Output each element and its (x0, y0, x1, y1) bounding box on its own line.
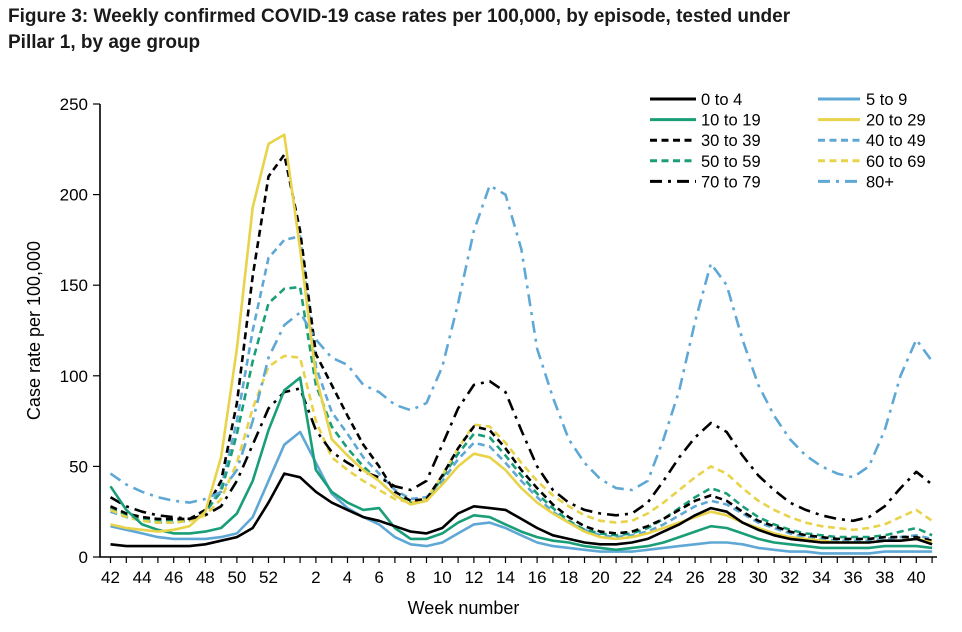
y-axis-title: Case rate per 100,000 (24, 241, 44, 420)
x-tick-label: 32 (780, 568, 799, 587)
y-tick-label: 0 (79, 548, 88, 567)
x-tick-label: 14 (496, 568, 515, 587)
legend-label: 80+ (866, 173, 894, 191)
x-tick-label: 44 (133, 568, 152, 587)
x-tick-label: 38 (875, 568, 894, 587)
y-tick-label: 50 (69, 457, 88, 476)
x-tick-label: 46 (164, 568, 183, 587)
x-tick-label: 40 (907, 568, 926, 587)
legend-item-5-to-9: 5 to 9 (818, 91, 907, 109)
legend-label: 5 to 9 (866, 91, 907, 109)
x-tick-label: 4 (343, 568, 352, 587)
series-lines (109, 133, 934, 555)
y-tick-label: 150 (60, 276, 88, 295)
legend-item-0-to-4: 0 to 4 (650, 91, 742, 109)
legend-label: 60 to 69 (866, 153, 926, 171)
x-tick-label: 42 (101, 568, 120, 587)
x-tick-label: 50 (227, 568, 246, 587)
legend-label: 30 to 39 (701, 132, 761, 150)
x-tick-label: 2 (311, 568, 320, 587)
legend-label: 50 to 59 (701, 153, 761, 171)
x-tick-label: 34 (812, 568, 831, 587)
x-tick-label: 20 (591, 568, 610, 587)
legend-label: 0 to 4 (701, 91, 742, 109)
series-line-20-to-29 (110, 133, 933, 544)
series-line-70-to-79 (109, 379, 933, 523)
legend-item-30-to-39: 30 to 39 (650, 132, 761, 150)
x-tick-label: 12 (464, 568, 483, 587)
legend-label: 10 to 19 (701, 112, 761, 130)
x-tick-label: 16 (528, 568, 547, 587)
series-line-10-to-19 (109, 376, 933, 552)
legend-item-80+: 80+ (818, 173, 894, 191)
y-tick-label: 200 (60, 186, 88, 205)
series-line-0-to-4 (110, 472, 933, 548)
legend-item-70-to-79: 70 to 79 (650, 173, 761, 191)
x-tick-label: 52 (259, 568, 278, 587)
y-tick-label: 250 (60, 95, 88, 114)
x-tick-label: 48 (196, 568, 215, 587)
y-tick-label: 100 (60, 367, 88, 386)
legend-label: 20 to 29 (866, 112, 926, 130)
legend-label: 40 to 49 (866, 132, 926, 150)
legend-item-20-to-29: 20 to 29 (818, 112, 926, 130)
x-tick-label: 30 (749, 568, 768, 587)
legend-item-10-to-19: 10 to 19 (650, 112, 761, 130)
x-tick-label: 22 (622, 568, 641, 587)
x-tick-label: 28 (717, 568, 736, 587)
x-tick-label: 26 (686, 568, 705, 587)
x-tick-label: 6 (374, 568, 383, 587)
legend-item-40-to-49: 40 to 49 (818, 132, 926, 150)
series-line-30-to-39 (109, 153, 933, 542)
figure-title: Figure 3: Weekly confirmed COVID-19 case… (8, 6, 791, 53)
x-tick-label: 18 (559, 568, 578, 587)
x-axis-title: Week number (408, 598, 520, 618)
x-tick-label: 36 (844, 568, 863, 587)
x-tick-label: 10 (433, 568, 452, 587)
series-line-60-to-69 (109, 354, 933, 532)
legend-item-60-to-69: 60 to 69 (818, 153, 926, 171)
legend-item-50-to-59: 50 to 59 (650, 153, 761, 171)
series-line-80+ (109, 184, 934, 504)
legend: 0 to 4 5 to 9 10 to 19 20 to 29 30 to 39 40 t… (650, 91, 926, 191)
x-tick-label: 8 (406, 568, 415, 587)
legend-label: 70 to 79 (701, 173, 761, 191)
series-line-50-to-59 (109, 285, 933, 539)
x-tick-label: 24 (654, 568, 673, 587)
series-line-40-to-49 (110, 235, 933, 543)
series-line-5-to-9 (110, 430, 933, 555)
